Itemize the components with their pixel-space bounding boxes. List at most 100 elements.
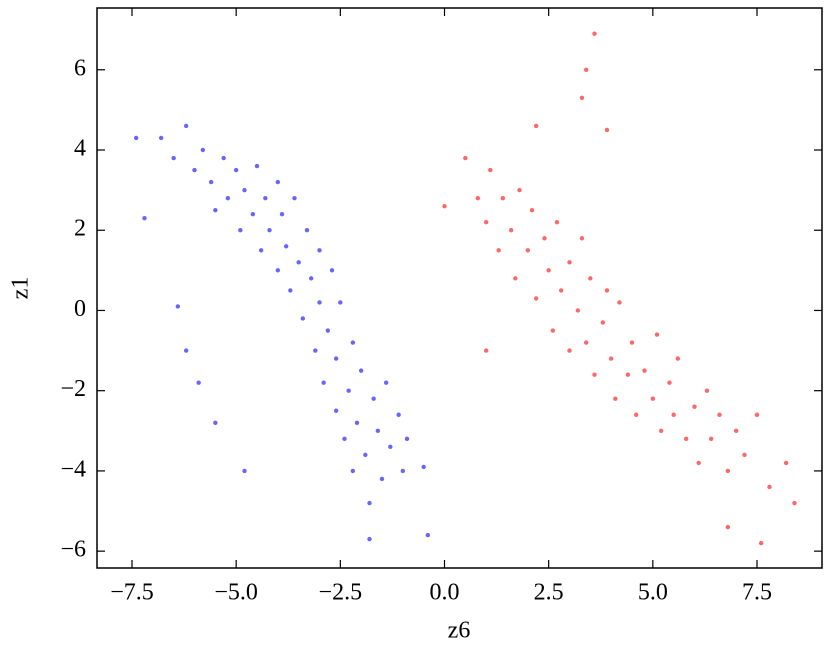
point	[579, 95, 585, 101]
point	[683, 436, 689, 442]
point	[604, 127, 610, 133]
point	[383, 380, 389, 385]
point	[275, 179, 281, 185]
point	[513, 276, 518, 281]
point	[333, 408, 339, 413]
point	[725, 468, 731, 474]
point	[442, 203, 447, 209]
point	[600, 320, 606, 325]
point	[533, 296, 539, 301]
point	[579, 236, 585, 241]
point	[404, 436, 410, 442]
point	[742, 452, 747, 458]
point	[783, 460, 789, 466]
x-tick-label: −2.5	[319, 580, 363, 606]
point	[517, 187, 522, 193]
point	[500, 195, 506, 201]
point	[567, 348, 572, 353]
point	[629, 340, 635, 345]
point	[725, 524, 731, 530]
point	[275, 268, 281, 273]
point	[475, 195, 481, 201]
point	[550, 328, 556, 333]
point	[525, 248, 531, 253]
point	[554, 220, 560, 225]
x-tick-label: 2.5	[534, 580, 564, 606]
point	[667, 380, 672, 385]
point	[617, 300, 622, 305]
point	[675, 356, 681, 361]
point	[529, 207, 535, 213]
point	[708, 436, 714, 442]
point	[242, 468, 247, 474]
point	[650, 396, 656, 401]
point	[367, 536, 372, 542]
point	[242, 187, 247, 193]
point	[608, 356, 614, 361]
point	[192, 167, 197, 173]
point	[208, 179, 214, 185]
point	[633, 412, 639, 417]
point	[704, 388, 710, 393]
point	[171, 155, 176, 161]
point	[267, 228, 272, 233]
point	[358, 368, 364, 373]
x-tick-label: −7.5	[110, 580, 154, 606]
y-tick-label: −6	[60, 537, 86, 563]
point	[225, 195, 231, 201]
point	[250, 211, 256, 217]
y-tick-label: 2	[74, 216, 86, 242]
point	[350, 468, 356, 474]
point	[508, 228, 514, 233]
point	[575, 308, 581, 313]
point	[183, 123, 189, 129]
point	[754, 412, 760, 417]
point	[533, 123, 539, 129]
y-tick-label: 4	[74, 136, 86, 162]
point	[792, 500, 797, 506]
point	[371, 396, 376, 401]
x-tick-label: 0.0	[430, 580, 460, 606]
point	[379, 476, 385, 482]
point	[588, 276, 593, 281]
point	[642, 368, 647, 373]
point	[342, 436, 347, 442]
plot-frame	[96, 7, 823, 569]
point	[613, 396, 618, 401]
point	[421, 464, 426, 470]
point	[329, 268, 335, 273]
point	[238, 228, 243, 233]
x-tick-label: −5.0	[214, 580, 258, 606]
y-tick-label: 0	[74, 296, 86, 322]
point	[308, 276, 314, 281]
point	[583, 340, 589, 345]
point	[733, 428, 739, 434]
point	[133, 135, 139, 141]
point	[313, 348, 318, 353]
point	[604, 288, 610, 293]
point	[592, 31, 597, 36]
point	[233, 167, 239, 173]
y-tick-label: 6	[74, 55, 86, 81]
point	[542, 236, 547, 241]
point	[388, 444, 393, 450]
point	[692, 404, 697, 409]
point	[363, 452, 368, 458]
x-tick-label: 7.5	[742, 580, 772, 606]
point	[221, 155, 226, 161]
point	[483, 220, 489, 225]
point	[292, 195, 297, 201]
point	[254, 163, 260, 169]
point	[546, 268, 551, 273]
point	[346, 388, 351, 393]
point	[196, 380, 201, 385]
point	[350, 340, 356, 345]
point	[767, 484, 772, 490]
point	[333, 356, 339, 361]
y-axis-label: z1	[8, 277, 34, 300]
point	[296, 260, 301, 265]
point	[558, 288, 564, 293]
point	[717, 412, 722, 417]
point	[483, 348, 489, 353]
